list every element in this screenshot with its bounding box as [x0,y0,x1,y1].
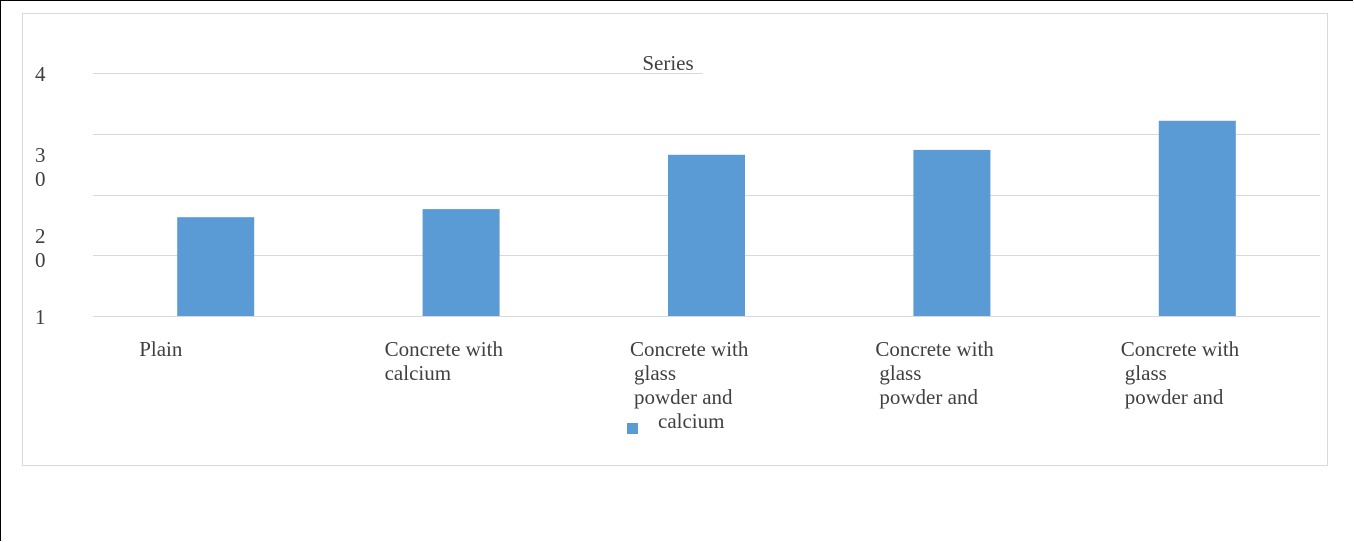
bar [177,217,255,316]
bar [1158,120,1236,316]
y-tick-label: 2 [35,224,46,248]
chart-title: Series [642,51,693,75]
x-category-label: Plain [139,337,183,361]
x-category-label: Concrete with [875,337,994,361]
x-category-label: glass [879,361,921,385]
x-category-label: Concrete with [630,337,749,361]
x-category-label: powder and [634,385,733,409]
y-tick-label: 1 [35,305,46,329]
bar [913,149,991,316]
x-category-label: Concrete with [385,337,504,361]
x-category-label: powder and [1125,385,1224,409]
y-tick-label: 3 [35,143,46,167]
x-category-label: calcium [385,361,451,385]
x-category-label: Concrete with [1121,337,1240,361]
bar [422,209,500,316]
y-tick-label: 0 [35,167,46,191]
x-category-label: glass [1125,361,1167,385]
x-category-label: glass [634,361,676,385]
y-tick-label: 4 [35,62,46,86]
x-category-label: calcium [658,409,724,433]
y-tick-label: 0 [35,248,46,272]
chart-area [22,13,1328,466]
bar [668,154,745,316]
x-category-label: powder and [879,385,978,409]
legend-marker [627,423,638,434]
